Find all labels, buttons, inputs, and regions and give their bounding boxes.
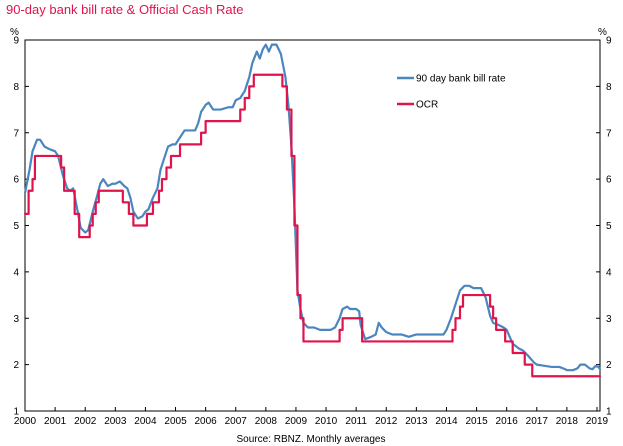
x-tick-label: 2017 <box>526 416 549 427</box>
x-tick-label: 2008 <box>255 416 278 427</box>
y-tick-label-left: 3 <box>13 314 19 325</box>
x-tick-label: 2004 <box>134 416 157 427</box>
x-axis: 2000 2001 2002 2003 2004 2005 2006 2007 2008 2009… <box>14 407 609 427</box>
x-tick-label: 2011 <box>345 416 367 427</box>
y-tick-label-right: 2 <box>606 360 612 371</box>
y-axis-right: 1 2 3 4 5 6 7 8 9 <box>596 36 612 418</box>
y-tick-label-left: 1 <box>13 407 19 418</box>
y-tick-label-left: 2 <box>13 360 19 371</box>
y-axis-left-unit: % <box>10 27 19 38</box>
x-tick-label: 2000 <box>14 416 37 427</box>
series-line-bank-bill-rate <box>23 43 602 372</box>
legend-label: 90 day bank bill rate <box>416 74 506 85</box>
x-tick-label: 2009 <box>285 416 308 427</box>
x-tick-label: 2019 <box>586 416 609 427</box>
y-tick-label-left: 5 <box>13 221 19 232</box>
y-tick-label-right: 7 <box>606 128 612 139</box>
legend-label: OCR <box>416 100 438 111</box>
x-tick-label: 2014 <box>435 416 458 427</box>
x-tick-label: 2002 <box>74 416 97 427</box>
y-tick-label-right: 1 <box>606 407 612 418</box>
y-tick-label-left: 9 <box>13 36 19 47</box>
legend: 90 day bank bill rate OCR <box>397 74 506 111</box>
y-axis-right-unit: % <box>598 27 607 38</box>
x-tick-label: 2016 <box>496 416 519 427</box>
y-tick-label-right: 9 <box>606 36 612 47</box>
x-tick-label: 2001 <box>44 416 67 427</box>
x-tick-label: 2018 <box>556 416 579 427</box>
x-tick-label: 2013 <box>405 416 428 427</box>
plot-area <box>24 39 601 412</box>
y-tick-label-left: 8 <box>13 82 19 93</box>
y-tick-label-right: 5 <box>606 221 612 232</box>
series-line-ocr <box>23 73 602 378</box>
y-tick-label-right: 8 <box>606 82 612 93</box>
x-tick-label: 2003 <box>104 416 127 427</box>
x-tick-label: 2005 <box>164 416 187 427</box>
y-axis-left: 1 2 3 4 5 6 7 8 9 <box>13 36 29 418</box>
series-layer <box>23 43 602 378</box>
y-tick-label-right: 4 <box>606 267 612 278</box>
x-tick-label: 2012 <box>375 416 398 427</box>
x-tick-label: 2015 <box>465 416 488 427</box>
x-tick-label: 2007 <box>225 416 248 427</box>
x-tick-label: 2010 <box>315 416 338 427</box>
y-tick-label-left: 7 <box>13 128 19 139</box>
y-tick-label-right: 6 <box>606 175 612 186</box>
chart-title: 90-day bank bill rate & Official Cash Ra… <box>6 2 244 17</box>
y-tick-label-left: 6 <box>13 175 19 186</box>
y-tick-label-right: 3 <box>606 314 612 325</box>
y-tick-label-left: 4 <box>13 267 19 278</box>
x-tick-label: 2006 <box>195 416 218 427</box>
source-note: Source: RBNZ. Monthly averages <box>237 434 386 445</box>
